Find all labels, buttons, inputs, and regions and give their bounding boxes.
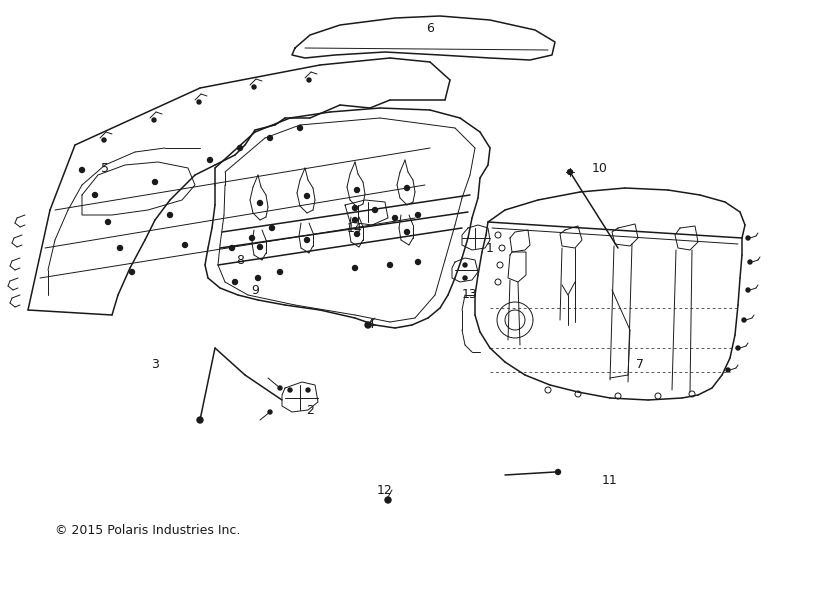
Circle shape (79, 168, 84, 173)
Circle shape (352, 217, 358, 222)
Circle shape (152, 180, 157, 184)
Circle shape (392, 216, 397, 220)
Circle shape (93, 192, 97, 198)
Circle shape (229, 246, 234, 250)
Circle shape (207, 158, 212, 162)
Circle shape (197, 417, 203, 423)
Text: 9: 9 (251, 283, 259, 297)
Circle shape (307, 78, 311, 82)
Circle shape (305, 237, 310, 243)
Circle shape (405, 229, 410, 234)
Circle shape (463, 263, 467, 267)
Circle shape (415, 213, 420, 217)
Circle shape (365, 322, 371, 328)
Circle shape (555, 470, 560, 474)
Circle shape (405, 186, 410, 190)
Circle shape (748, 260, 752, 264)
Circle shape (278, 270, 283, 274)
Text: 4: 4 (366, 319, 374, 331)
Circle shape (250, 235, 255, 241)
Circle shape (129, 270, 134, 274)
Circle shape (352, 265, 358, 271)
Circle shape (373, 207, 378, 213)
Circle shape (252, 85, 256, 89)
Circle shape (268, 135, 273, 141)
Circle shape (117, 246, 123, 250)
Circle shape (387, 262, 392, 268)
Text: 1: 1 (486, 241, 494, 255)
Circle shape (257, 244, 263, 250)
Circle shape (742, 318, 746, 322)
Text: 13: 13 (462, 289, 477, 301)
Circle shape (297, 126, 302, 131)
Text: 5: 5 (101, 162, 109, 174)
Circle shape (352, 205, 358, 210)
Text: 6: 6 (426, 22, 434, 35)
Circle shape (355, 187, 360, 192)
Circle shape (152, 118, 156, 122)
Circle shape (238, 146, 242, 150)
Text: 8: 8 (236, 253, 244, 267)
Circle shape (305, 193, 310, 198)
Circle shape (355, 231, 360, 237)
Circle shape (726, 368, 730, 372)
Text: 14: 14 (347, 222, 363, 234)
Circle shape (415, 259, 420, 265)
Circle shape (278, 386, 282, 390)
Circle shape (288, 388, 292, 392)
Circle shape (168, 213, 173, 217)
Text: 10: 10 (592, 162, 608, 174)
Circle shape (233, 280, 238, 285)
Text: 3: 3 (151, 358, 159, 371)
Text: 7: 7 (636, 358, 644, 371)
Circle shape (197, 100, 201, 104)
Text: 2: 2 (306, 404, 314, 416)
Circle shape (102, 138, 106, 142)
Text: © 2015 Polaris Industries Inc.: © 2015 Polaris Industries Inc. (55, 524, 240, 537)
Circle shape (746, 288, 750, 292)
Circle shape (736, 346, 740, 350)
Circle shape (568, 170, 572, 174)
Circle shape (306, 388, 310, 392)
Circle shape (463, 276, 467, 280)
Circle shape (183, 243, 188, 247)
Circle shape (256, 276, 260, 280)
Circle shape (269, 225, 274, 231)
Circle shape (268, 410, 272, 414)
Circle shape (257, 201, 263, 205)
Circle shape (746, 236, 750, 240)
Circle shape (385, 497, 391, 503)
Text: 12: 12 (377, 483, 393, 497)
Circle shape (106, 219, 111, 225)
Text: 11: 11 (602, 473, 618, 486)
